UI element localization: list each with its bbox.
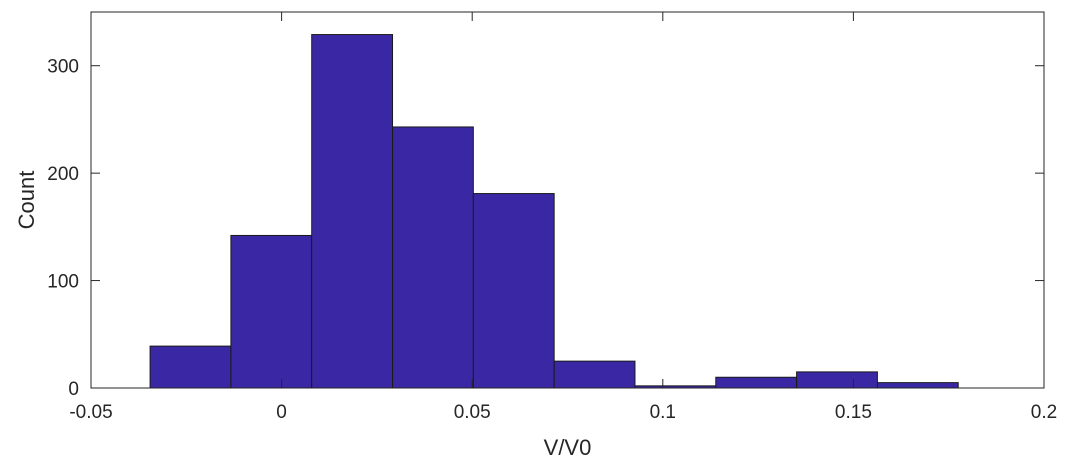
- histogram-bar-2: [230, 234, 313, 389]
- y-tick-label: 100: [47, 272, 79, 293]
- y-tick-label: 200: [47, 164, 79, 185]
- y-tick-label: 300: [47, 57, 79, 78]
- axes-frame: [90, 11, 1045, 389]
- x-tick-label: 0: [276, 402, 287, 423]
- histogram-bar-5: [472, 193, 555, 389]
- histogram-bar-3: [311, 34, 394, 389]
- x-tick-label: 0.05: [454, 402, 491, 423]
- histogram-bar-10: [876, 382, 959, 389]
- x-tick-label: 0.2: [1031, 402, 1057, 423]
- y-tick-label: 0: [68, 379, 79, 400]
- x-tick-label: -0.05: [69, 402, 112, 423]
- x-tick-label: 0.15: [835, 402, 872, 423]
- bars-layer: [149, 34, 959, 389]
- x-axis-label: V/V0: [544, 435, 592, 460]
- histogram-bar-6: [553, 360, 636, 389]
- y-axis-label: Count: [14, 171, 39, 230]
- histogram-bar-4: [392, 126, 474, 389]
- histogram-bar-8: [715, 376, 798, 389]
- histogram-bar-9: [796, 371, 878, 389]
- histogram-bar-1: [149, 345, 232, 389]
- x-tick-label: 0.1: [650, 402, 676, 423]
